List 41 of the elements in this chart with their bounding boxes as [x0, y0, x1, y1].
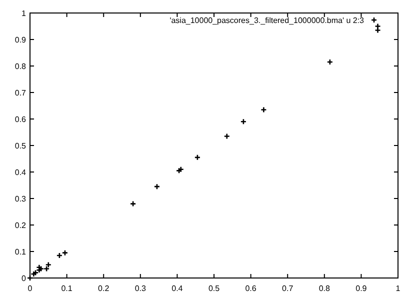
point: [62, 250, 68, 256]
y-tick-label: 0.3: [14, 194, 27, 204]
point: [194, 154, 201, 161]
x-tick-label: 0.6: [245, 284, 257, 293]
y-tick-label: 0.2: [14, 221, 27, 230]
point: [374, 27, 381, 34]
y-tick-label: 0.6: [14, 115, 27, 124]
x-tick-label: 0.8: [318, 284, 331, 293]
point: [130, 200, 136, 207]
x-tick-label: 1: [396, 284, 401, 293]
y-tick-label: 0.8: [14, 62, 27, 71]
y-tick-label: 0.9: [14, 36, 27, 44]
x-tick-label: 0: [28, 284, 33, 293]
point: [224, 133, 230, 140]
point: [240, 118, 247, 125]
point: [154, 183, 160, 190]
x-tick-label: 0.4: [172, 284, 184, 293]
y-tick-label: 0.7: [14, 88, 27, 98]
x-tick-label: 0.7: [282, 284, 294, 293]
point: [260, 106, 267, 113]
point: [32, 270, 39, 276]
point: [326, 58, 334, 66]
point: [178, 166, 184, 172]
y-tick-label: 0: [22, 274, 27, 283]
point: [43, 266, 50, 272]
x-tick-label: 0.2: [98, 284, 110, 293]
legend-label: 'asia_10000_pascores_3._filtered_1000000.bma' u 2:3: [170, 16, 365, 25]
y-tick-label: 0.1: [14, 248, 27, 256]
y-tick-label: 0.4: [14, 168, 27, 177]
point: [45, 262, 52, 268]
y-tick-label: 1: [22, 9, 27, 18]
point: [176, 168, 182, 174]
point: [26, 274, 34, 282]
y-tick-label: 0.5: [14, 142, 27, 150]
x-tick-label: 0.3: [134, 284, 147, 293]
x-tick-label: 0.9: [356, 284, 368, 293]
point: [374, 23, 381, 30]
point: [56, 252, 63, 259]
x-tick-label: 0.1: [61, 284, 73, 293]
x-tick-label: 0.5: [208, 284, 220, 293]
point: [30, 270, 37, 278]
